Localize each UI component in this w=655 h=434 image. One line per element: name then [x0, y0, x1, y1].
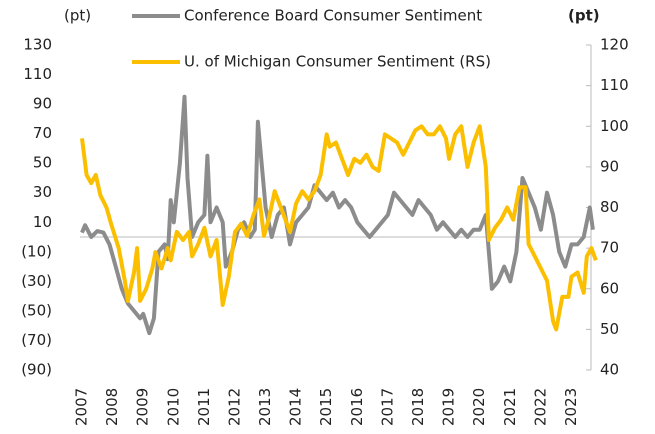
series-line [80, 94, 595, 336]
x-tick-label: 2011 [195, 388, 213, 426]
y2-tick-label: 120 [600, 36, 629, 54]
x-tick-label: 2015 [317, 388, 335, 426]
y-tick-label: 90 [33, 95, 52, 113]
y2-tick-label: 110 [600, 76, 629, 94]
y-tick-label: (30) [21, 272, 52, 290]
x-tick-label: 2023 [562, 388, 580, 426]
y-tick-label: 30 [33, 183, 52, 201]
x-tick-label: 2021 [501, 388, 519, 426]
series-line [80, 124, 598, 332]
y-tick-label: 10 [33, 213, 52, 231]
y-tick-label: (70) [21, 331, 52, 349]
y-tick-label: 70 [33, 124, 52, 142]
y2-tick-label: 100 [600, 117, 629, 135]
y2-tick-label: 90 [600, 157, 619, 175]
y2-tick-label: 80 [600, 198, 619, 216]
x-tick-label: 2020 [470, 388, 488, 426]
y-tick-label: 110 [23, 65, 52, 83]
x-tick-label: 2017 [378, 388, 396, 426]
y2-tick-label: 50 [600, 320, 619, 338]
x-tick-label: 2019 [440, 388, 458, 426]
x-tick-label: 2009 [134, 388, 152, 426]
legend-label: Conference Board Consumer Sentiment [184, 7, 482, 25]
legend-label: U. of Michigan Consumer Sentiment (RS) [184, 53, 491, 71]
x-tick-label: 2007 [73, 388, 91, 426]
x-tick-label: 2022 [531, 388, 549, 426]
x-tick-label: 2008 [103, 388, 121, 426]
y-tick-label: 130 [23, 36, 52, 54]
y-tick-label: (10) [21, 242, 52, 260]
left-axis-label: (pt) [64, 7, 91, 25]
x-tick-label: 2013 [256, 388, 274, 426]
y2-tick-label: 70 [600, 239, 619, 257]
y-tick-label: (90) [21, 361, 52, 379]
x-tick-label: 2018 [409, 388, 427, 426]
right-axis-label: (pt) [568, 7, 600, 25]
y2-tick-label: 60 [600, 279, 619, 297]
x-tick-label: 2012 [225, 388, 243, 426]
x-tick-label: 2014 [287, 388, 305, 426]
x-tick-label: 2010 [164, 388, 182, 426]
y-tick-label: (50) [21, 301, 52, 319]
y2-tick-label: 40 [600, 361, 619, 379]
x-tick-label: 2016 [348, 388, 366, 426]
y-tick-label: 50 [33, 154, 52, 172]
